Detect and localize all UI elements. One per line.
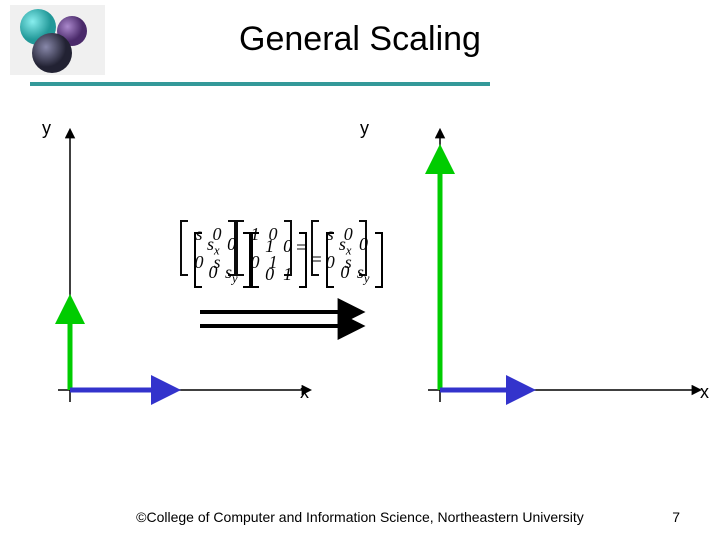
matrix-equation: s00s1001=s00s sx00sy1001=sx00sy — [180, 220, 480, 310]
page-number: 7 — [672, 509, 680, 525]
left-x-label: x — [300, 382, 309, 403]
title-underline — [30, 82, 490, 86]
footer-text: ©College of Computer and Information Sci… — [0, 509, 720, 525]
right-y-label: y — [360, 118, 369, 139]
page-title: General Scaling — [0, 20, 720, 59]
right-x-label: x — [700, 382, 709, 403]
left-y-label: y — [42, 118, 51, 139]
